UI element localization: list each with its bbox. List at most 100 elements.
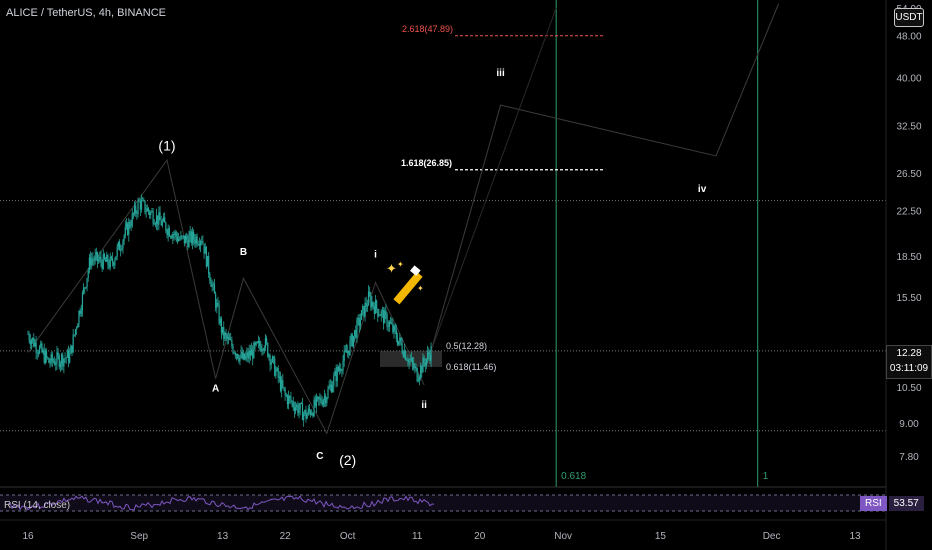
candle-body [33, 337, 35, 347]
candle-body [164, 217, 166, 223]
candle-body [108, 264, 110, 268]
candle-body [271, 356, 273, 362]
candle-body [343, 350, 345, 361]
candle-body [340, 368, 342, 371]
candle-body [42, 349, 44, 353]
candle-body [311, 413, 313, 415]
candle-body [320, 398, 322, 403]
candle-body [32, 337, 34, 341]
candle-body [70, 345, 72, 354]
candle-body [171, 236, 173, 239]
candle-body [304, 410, 306, 414]
candle-body [96, 252, 99, 262]
candle-body [195, 236, 197, 244]
candle-body [212, 283, 214, 285]
candle-body [253, 343, 255, 359]
rsi-badge-name: RSI [860, 496, 887, 511]
wave-label: iii [496, 68, 505, 79]
candle-body [256, 341, 258, 343]
fib-label: 2.618(47.89) [402, 24, 453, 34]
candle-body [203, 243, 205, 254]
candle-body [286, 396, 289, 405]
vertical-line-label: 1 [763, 471, 769, 482]
candle-body [64, 358, 66, 359]
candle-body [101, 262, 103, 269]
candle-body [416, 367, 418, 382]
candle-body [358, 317, 360, 326]
fib-label: 0.618(11.46) [446, 362, 496, 372]
candle-body [189, 231, 191, 236]
candle-body [219, 318, 221, 324]
candle-body [354, 330, 356, 336]
candle-body [140, 200, 143, 210]
candle-body [248, 350, 250, 359]
candle-body [403, 350, 406, 358]
candle-body [421, 365, 423, 373]
candle-body [400, 337, 402, 344]
candle-body [216, 302, 218, 308]
candle-body [58, 355, 60, 368]
candle-body [175, 232, 177, 237]
y-tick-label: 18.50 [896, 252, 921, 263]
wave-label: (1) [158, 137, 175, 153]
candle-body [411, 358, 414, 364]
candle-body [322, 399, 324, 406]
candle-body [145, 211, 147, 212]
candle-body [305, 410, 307, 419]
candle-body [176, 236, 179, 242]
candle-body [281, 380, 283, 391]
candle-body [62, 354, 64, 367]
candle-body [183, 235, 185, 244]
candle-body [74, 329, 77, 335]
candle-body [215, 293, 217, 308]
candle-body [290, 397, 292, 402]
candle-body [393, 325, 395, 333]
candle-body [335, 370, 337, 382]
candle-body [157, 215, 159, 225]
candle-body [66, 350, 68, 358]
candle-body [418, 376, 421, 380]
candle-body [379, 315, 381, 316]
candle-body [71, 345, 73, 353]
candle-body [45, 351, 48, 358]
candle-body [65, 357, 67, 359]
candle-body [356, 319, 358, 338]
candle-body [384, 310, 386, 324]
currency-button[interactable]: USDT [894, 8, 924, 27]
candle-body [187, 239, 189, 248]
candle-body [93, 259, 95, 261]
candle-body [430, 346, 432, 361]
wave-line [27, 158, 425, 435]
candle-body [373, 306, 375, 314]
candle-body [347, 351, 349, 353]
candle-body [220, 318, 223, 333]
candle-body [249, 350, 251, 356]
candle-body [259, 341, 261, 346]
candle-body [313, 399, 315, 416]
candle-body [153, 223, 155, 225]
candle-body [29, 339, 31, 345]
candle-body [137, 201, 139, 214]
candle-body [238, 358, 240, 362]
x-tick-label: 13 [849, 531, 861, 542]
candle-body [387, 326, 389, 327]
candle-body [261, 349, 263, 352]
candle-body [202, 241, 204, 244]
candle-body [329, 384, 331, 387]
candle-body [374, 300, 377, 314]
candle-body [325, 396, 327, 404]
wave-label: A [212, 384, 219, 395]
candle-body [82, 287, 85, 293]
candle-body [334, 370, 336, 376]
candle-body [263, 347, 265, 351]
candle-body [154, 223, 157, 225]
candle-body [401, 343, 403, 353]
candle-body [209, 273, 211, 281]
candle-body [427, 352, 429, 359]
candle-body [321, 402, 323, 406]
candle-body [327, 388, 329, 398]
candle-body [413, 363, 415, 369]
candle-body [355, 330, 357, 338]
candle-body [247, 352, 249, 359]
